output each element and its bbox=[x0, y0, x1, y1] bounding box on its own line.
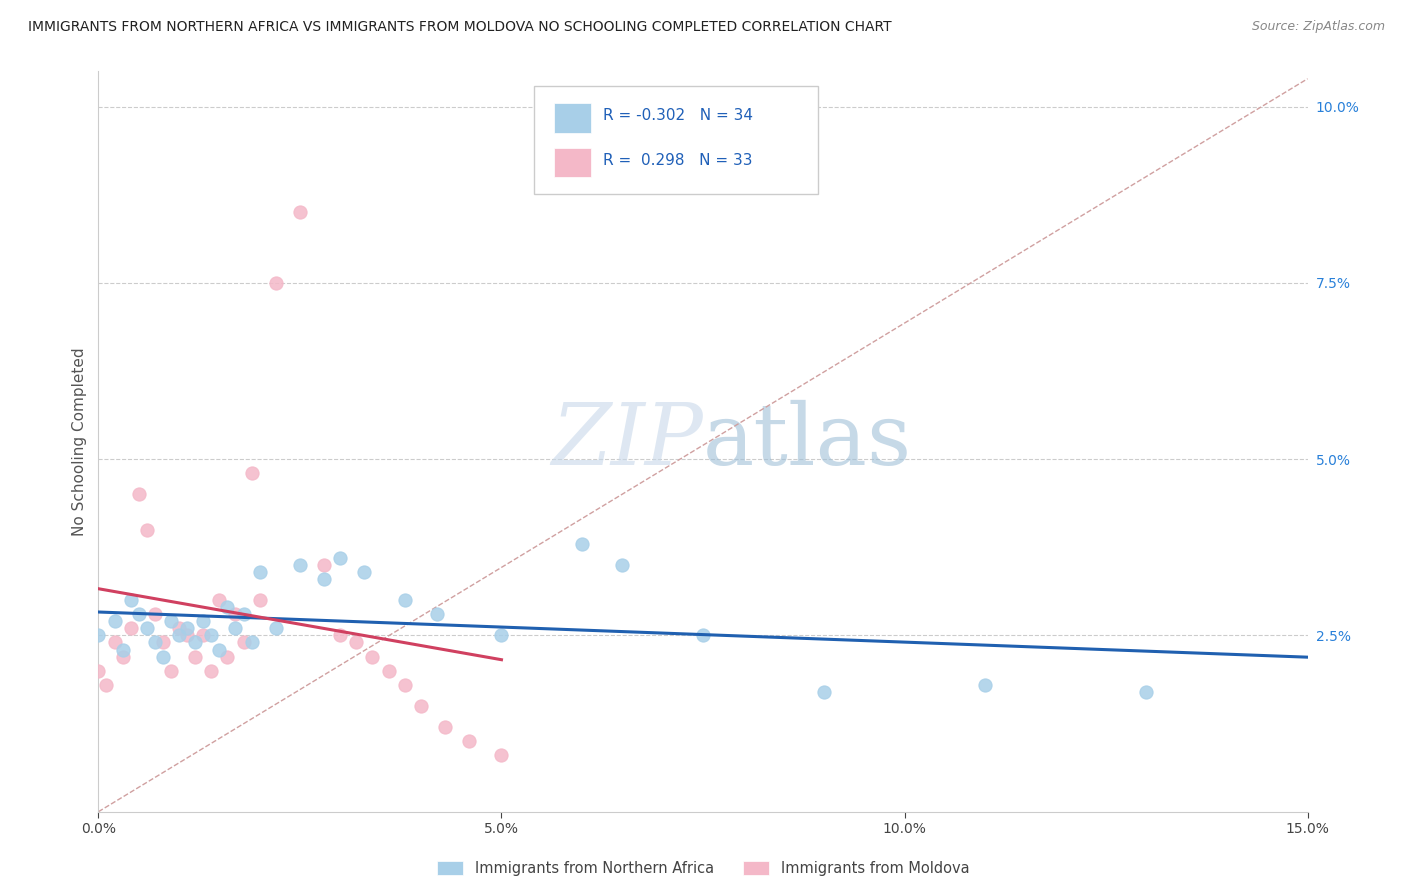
Point bbox=[135, 621, 157, 635]
Point bbox=[135, 523, 157, 537]
Point bbox=[232, 635, 254, 649]
Point bbox=[344, 635, 367, 649]
Point bbox=[208, 593, 231, 607]
Legend: Immigrants from Northern Africa, Immigrants from Moldova: Immigrants from Northern Africa, Immigra… bbox=[432, 856, 974, 880]
Point bbox=[128, 487, 150, 501]
Point bbox=[377, 664, 399, 678]
Point bbox=[394, 678, 416, 692]
Text: R =  0.298   N = 33: R = 0.298 N = 33 bbox=[603, 153, 752, 169]
Point bbox=[426, 607, 449, 622]
Point bbox=[152, 649, 174, 664]
Point bbox=[361, 649, 384, 664]
Point bbox=[160, 615, 183, 629]
Point bbox=[288, 558, 311, 572]
Point bbox=[87, 628, 110, 642]
Point bbox=[232, 607, 254, 622]
Point bbox=[143, 607, 166, 622]
Point bbox=[200, 628, 222, 642]
FancyBboxPatch shape bbox=[554, 103, 591, 133]
Point bbox=[176, 628, 198, 642]
Point bbox=[240, 467, 263, 481]
Point bbox=[329, 550, 352, 565]
Point bbox=[160, 664, 183, 678]
Point bbox=[249, 593, 271, 607]
Point bbox=[152, 635, 174, 649]
Point bbox=[96, 678, 118, 692]
Text: R = -0.302   N = 34: R = -0.302 N = 34 bbox=[603, 108, 752, 123]
Point bbox=[813, 685, 835, 699]
Point bbox=[208, 642, 231, 657]
Point bbox=[184, 635, 207, 649]
Point bbox=[409, 698, 432, 713]
Text: ZIP: ZIP bbox=[551, 401, 703, 483]
Text: atlas: atlas bbox=[703, 400, 912, 483]
Point bbox=[571, 537, 593, 551]
Point bbox=[314, 558, 336, 572]
Point bbox=[217, 600, 239, 615]
Y-axis label: No Schooling Completed: No Schooling Completed bbox=[72, 347, 87, 536]
Point bbox=[240, 635, 263, 649]
Point bbox=[111, 649, 134, 664]
Point bbox=[217, 649, 239, 664]
Point bbox=[193, 615, 215, 629]
Point bbox=[103, 635, 125, 649]
Point bbox=[329, 628, 352, 642]
Point bbox=[491, 748, 513, 763]
Point bbox=[103, 615, 125, 629]
FancyBboxPatch shape bbox=[554, 147, 591, 178]
Point bbox=[434, 720, 457, 734]
Point bbox=[692, 628, 714, 642]
Point bbox=[394, 593, 416, 607]
Point bbox=[167, 628, 190, 642]
Point bbox=[1135, 685, 1157, 699]
Point bbox=[120, 593, 142, 607]
Point bbox=[111, 642, 134, 657]
Point bbox=[87, 664, 110, 678]
Point bbox=[264, 621, 287, 635]
Point bbox=[120, 621, 142, 635]
FancyBboxPatch shape bbox=[534, 87, 818, 194]
Point bbox=[612, 558, 634, 572]
Point bbox=[167, 621, 190, 635]
Point bbox=[224, 621, 246, 635]
Point bbox=[193, 628, 215, 642]
Point bbox=[224, 607, 246, 622]
Point bbox=[314, 572, 336, 586]
Point bbox=[184, 649, 207, 664]
Point bbox=[974, 678, 997, 692]
Point bbox=[200, 664, 222, 678]
Point bbox=[491, 628, 513, 642]
Text: Source: ZipAtlas.com: Source: ZipAtlas.com bbox=[1251, 20, 1385, 33]
Point bbox=[353, 565, 375, 579]
Text: IMMIGRANTS FROM NORTHERN AFRICA VS IMMIGRANTS FROM MOLDOVA NO SCHOOLING COMPLETE: IMMIGRANTS FROM NORTHERN AFRICA VS IMMIG… bbox=[28, 20, 891, 34]
Point bbox=[288, 205, 311, 219]
Point bbox=[458, 734, 481, 748]
Point bbox=[143, 635, 166, 649]
Point bbox=[128, 607, 150, 622]
Point bbox=[264, 276, 287, 290]
Point bbox=[176, 621, 198, 635]
Point bbox=[249, 565, 271, 579]
